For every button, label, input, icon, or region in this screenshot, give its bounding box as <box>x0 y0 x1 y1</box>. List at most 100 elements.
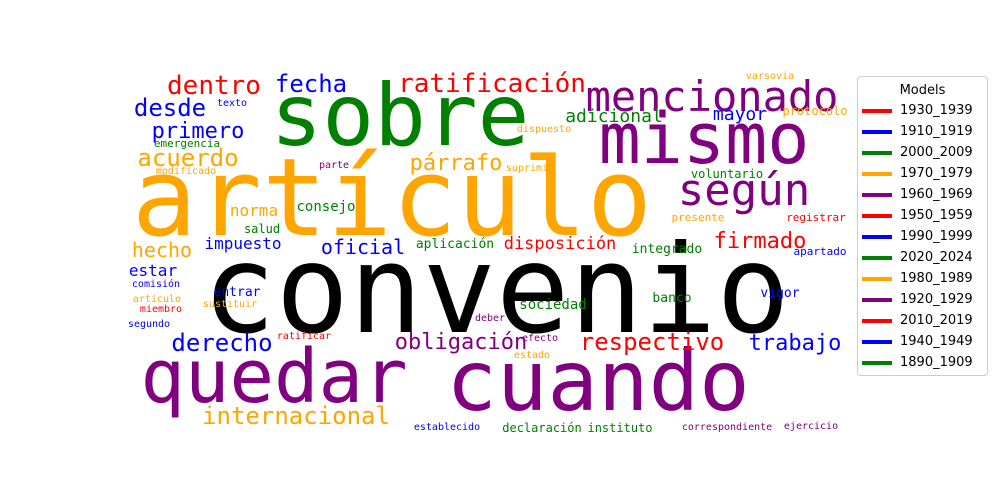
word-4: quedar <box>140 334 407 420</box>
word-39: estar <box>129 261 178 280</box>
word-49: deber <box>475 313 505 324</box>
legend-item-4: 1960_1969 <box>858 184 987 205</box>
word-33: impuesto <box>204 234 281 253</box>
word-29: presente <box>672 211 725 224</box>
legend: Models 1930_1939 1910_1919 2000_2009 1970_1… <box>857 76 988 376</box>
word-52: ratificar <box>277 331 331 342</box>
legend-label: 1990_1999 <box>900 229 973 244</box>
word-21: modificado <box>156 166 216 177</box>
legend-item-10: 2010_2019 <box>858 310 987 331</box>
legend-swatch <box>862 298 892 302</box>
word-44: miembro <box>140 304 182 315</box>
word-9: dentro <box>167 71 261 101</box>
word-53: derecho <box>171 329 272 357</box>
legend-label: 1960_1969 <box>900 187 973 202</box>
word-1: artículo <box>132 136 652 261</box>
word-28: salud <box>244 222 280 236</box>
word-56: trabajo <box>749 331 842 356</box>
word-50: efecto <box>522 333 558 344</box>
legend-label: 1940_1949 <box>900 334 973 349</box>
word-22: parte <box>319 160 349 171</box>
word-27: consejo <box>296 199 355 215</box>
legend-item-11: 1940_1949 <box>858 331 987 352</box>
word-61: correspondiente <box>682 422 772 433</box>
word-35: aplicación <box>416 237 494 252</box>
legend-item-0: 1930_1939 <box>858 100 987 121</box>
word-23: suprimir <box>506 163 554 174</box>
legend-label: 1950_1959 <box>900 208 973 223</box>
legend-item-7: 2020_2024 <box>858 247 987 268</box>
word-18: varsovia <box>746 71 794 82</box>
legend-swatch <box>862 151 892 155</box>
word-10: fecha <box>275 70 347 98</box>
word-60: instituto <box>587 421 652 435</box>
legend-swatch <box>862 256 892 260</box>
word-45: segundo <box>128 319 170 330</box>
word-48: sociedad <box>519 297 586 313</box>
legend-swatch <box>862 109 892 113</box>
legend-title: Models <box>899 83 946 98</box>
legend-item-6: 1990_1999 <box>858 226 987 247</box>
word-24: dispuesto <box>517 124 571 135</box>
legend-swatch <box>862 172 892 176</box>
word-41: entrar <box>214 285 261 300</box>
word-58: establecido <box>414 422 480 433</box>
legend-item-9: 1920_1929 <box>858 289 987 310</box>
legend-label: 2000_2009 <box>900 145 973 160</box>
legend-swatch <box>862 235 892 239</box>
legend-label: 2010_2019 <box>900 313 973 328</box>
legend-item-1: 1910_1919 <box>858 121 987 142</box>
legend-label: 2020_2024 <box>900 250 973 265</box>
word-25: voluntario <box>691 167 763 181</box>
word-13: acuerdo <box>137 144 238 172</box>
word-0: convenio <box>202 219 790 361</box>
legend-item-3: 1970_1979 <box>858 163 987 184</box>
word-54: obligación <box>395 330 527 355</box>
word-31: firmado <box>714 229 807 254</box>
word-38: apartado <box>794 245 847 258</box>
legend-item-2: 2000_2009 <box>858 142 987 163</box>
word-47: banco <box>652 291 691 306</box>
legend-label: 1980_1989 <box>900 271 973 286</box>
legend-swatch <box>862 340 892 344</box>
word-8: ratificación <box>398 69 586 99</box>
legend-item-5: 1950_1959 <box>858 205 987 226</box>
word-20: emergencia <box>154 137 220 150</box>
legend-swatch <box>862 193 892 197</box>
word-6: mencionado <box>586 72 839 121</box>
word-14: párrafo <box>410 151 503 176</box>
legend-swatch <box>862 361 892 365</box>
word-42: sustituir <box>203 299 257 310</box>
legend-label: 1920_1929 <box>900 292 973 307</box>
legend-swatch <box>862 214 892 218</box>
word-17: protocolo <box>782 104 847 118</box>
word-51: estado <box>514 350 550 361</box>
legend-swatch <box>862 277 892 281</box>
word-12: primero <box>152 119 245 144</box>
word-2: sobre <box>271 66 530 166</box>
word-55: respectivo <box>580 328 725 356</box>
word-34: oficial <box>321 235 405 259</box>
legend-item-12: 1890_1909 <box>858 352 987 373</box>
legend-item-8: 1980_1989 <box>858 268 987 289</box>
word-59: declaración <box>502 421 581 435</box>
legend-swatch <box>862 319 892 323</box>
word-46: vigor <box>760 286 799 301</box>
word-19: texto <box>217 98 247 109</box>
word-26: norma <box>230 201 278 220</box>
legend-label: 1910_1919 <box>900 124 973 139</box>
word-3: cuando <box>446 332 749 430</box>
word-62: ejercicio <box>784 421 838 432</box>
word-11: desde <box>134 94 206 122</box>
legend-label: 1890_1909 <box>900 355 973 370</box>
word-36: disposición <box>504 234 617 254</box>
word-7: según <box>678 165 810 216</box>
legend-swatch <box>862 130 892 134</box>
word-43: artículo <box>133 293 181 305</box>
word-40: comisión <box>132 278 180 290</box>
legend-label: 1970_1979 <box>900 166 973 181</box>
legend-label: 1930_1939 <box>900 103 973 118</box>
word-30: registrar <box>786 211 846 224</box>
word-37: integrado <box>632 242 702 257</box>
